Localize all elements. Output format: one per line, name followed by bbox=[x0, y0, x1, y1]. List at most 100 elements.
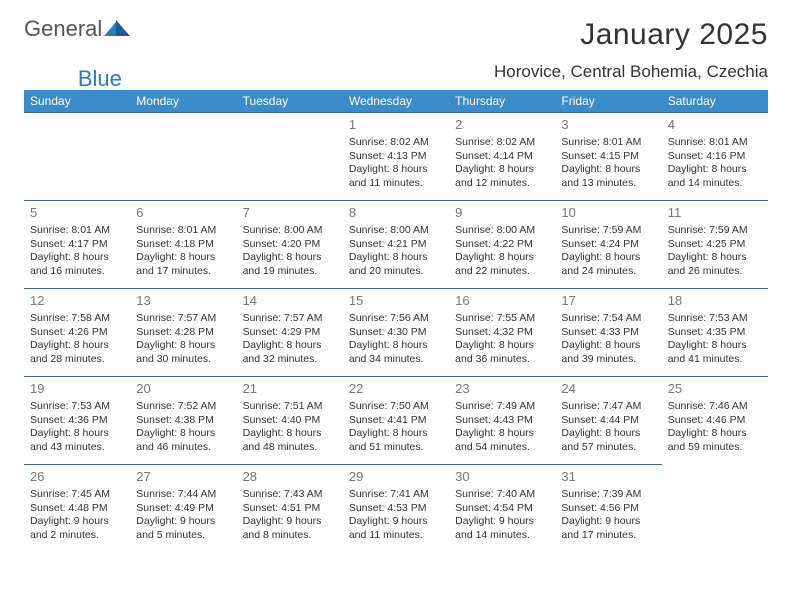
brand-logo: General bbox=[24, 18, 130, 40]
daylight-line: Daylight: 8 hours and 17 minutes. bbox=[136, 251, 230, 278]
sunset-line: Sunset: 4:56 PM bbox=[561, 502, 655, 516]
day-number: 15 bbox=[349, 293, 443, 310]
day-number: 25 bbox=[668, 381, 762, 398]
day-number: 3 bbox=[561, 117, 655, 134]
day-number: 14 bbox=[243, 293, 337, 310]
daylight-line: Daylight: 8 hours and 41 minutes. bbox=[668, 339, 762, 366]
day-number: 24 bbox=[561, 381, 655, 398]
day-number: 11 bbox=[668, 205, 762, 222]
day-number: 1 bbox=[349, 117, 443, 134]
day-cell: 16Sunrise: 7:55 AMSunset: 4:32 PMDayligh… bbox=[449, 288, 555, 376]
day-cell: 31Sunrise: 7:39 AMSunset: 4:56 PMDayligh… bbox=[555, 464, 661, 552]
daylight-line: Daylight: 8 hours and 54 minutes. bbox=[455, 427, 549, 454]
brand-logo-line2: Gene Blue bbox=[24, 68, 122, 90]
daylight-line: Daylight: 9 hours and 5 minutes. bbox=[136, 515, 230, 542]
sunset-line: Sunset: 4:32 PM bbox=[455, 326, 549, 340]
day-cell: 7Sunrise: 8:00 AMSunset: 4:20 PMDaylight… bbox=[237, 200, 343, 288]
sunset-line: Sunset: 4:13 PM bbox=[349, 150, 443, 164]
daylight-line: Daylight: 9 hours and 14 minutes. bbox=[455, 515, 549, 542]
dayhead-thursday: Thursday bbox=[449, 90, 555, 112]
sunset-line: Sunset: 4:53 PM bbox=[349, 502, 443, 516]
sunset-line: Sunset: 4:49 PM bbox=[136, 502, 230, 516]
sunrise-line: Sunrise: 7:49 AM bbox=[455, 400, 549, 414]
sunrise-line: Sunrise: 7:52 AM bbox=[136, 400, 230, 414]
daylight-line: Daylight: 8 hours and 43 minutes. bbox=[30, 427, 124, 454]
daylight-line: Daylight: 8 hours and 39 minutes. bbox=[561, 339, 655, 366]
day-cell: 28Sunrise: 7:43 AMSunset: 4:51 PMDayligh… bbox=[237, 464, 343, 552]
sunrise-line: Sunrise: 7:44 AM bbox=[136, 488, 230, 502]
day-cell: 6Sunrise: 8:01 AMSunset: 4:18 PMDaylight… bbox=[130, 200, 236, 288]
daylight-line: Daylight: 8 hours and 48 minutes. bbox=[243, 427, 337, 454]
day-number: 5 bbox=[30, 205, 124, 222]
sunset-line: Sunset: 4:46 PM bbox=[668, 414, 762, 428]
day-cell: 13Sunrise: 7:57 AMSunset: 4:28 PMDayligh… bbox=[130, 288, 236, 376]
sunset-line: Sunset: 4:44 PM bbox=[561, 414, 655, 428]
day-number: 31 bbox=[561, 469, 655, 486]
day-cell: 2Sunrise: 8:02 AMSunset: 4:14 PMDaylight… bbox=[449, 112, 555, 200]
day-number: 18 bbox=[668, 293, 762, 310]
location-subtitle: Horovice, Central Bohemia, Czechia bbox=[494, 62, 768, 82]
sunrise-line: Sunrise: 7:40 AM bbox=[455, 488, 549, 502]
day-number: 6 bbox=[136, 205, 230, 222]
sunset-line: Sunset: 4:14 PM bbox=[455, 150, 549, 164]
empty-cell bbox=[237, 112, 343, 200]
sunset-line: Sunset: 4:15 PM bbox=[561, 150, 655, 164]
day-cell: 26Sunrise: 7:45 AMSunset: 4:48 PMDayligh… bbox=[24, 464, 130, 552]
header: General January 2025 bbox=[24, 18, 768, 52]
empty-cell bbox=[24, 112, 130, 200]
daylight-line: Daylight: 8 hours and 22 minutes. bbox=[455, 251, 549, 278]
day-cell: 12Sunrise: 7:58 AMSunset: 4:26 PMDayligh… bbox=[24, 288, 130, 376]
sunrise-line: Sunrise: 7:56 AM bbox=[349, 312, 443, 326]
sunrise-line: Sunrise: 8:01 AM bbox=[668, 136, 762, 150]
daylight-line: Daylight: 8 hours and 14 minutes. bbox=[668, 163, 762, 190]
sunrise-line: Sunrise: 8:02 AM bbox=[455, 136, 549, 150]
dayhead-wednesday: Wednesday bbox=[343, 90, 449, 112]
day-number: 10 bbox=[561, 205, 655, 222]
sunrise-line: Sunrise: 7:45 AM bbox=[30, 488, 124, 502]
day-cell: 30Sunrise: 7:40 AMSunset: 4:54 PMDayligh… bbox=[449, 464, 555, 552]
sunset-line: Sunset: 4:26 PM bbox=[30, 326, 124, 340]
brand-text-1: General bbox=[24, 18, 102, 40]
daylight-line: Daylight: 8 hours and 32 minutes. bbox=[243, 339, 337, 366]
sunset-line: Sunset: 4:33 PM bbox=[561, 326, 655, 340]
sunset-line: Sunset: 4:48 PM bbox=[30, 502, 124, 516]
day-number: 23 bbox=[455, 381, 549, 398]
day-number: 17 bbox=[561, 293, 655, 310]
day-cell: 11Sunrise: 7:59 AMSunset: 4:25 PMDayligh… bbox=[662, 200, 768, 288]
sunset-line: Sunset: 4:51 PM bbox=[243, 502, 337, 516]
daylight-line: Daylight: 9 hours and 8 minutes. bbox=[243, 515, 337, 542]
empty-cell bbox=[130, 112, 236, 200]
day-cell: 20Sunrise: 7:52 AMSunset: 4:38 PMDayligh… bbox=[130, 376, 236, 464]
day-cell: 14Sunrise: 7:57 AMSunset: 4:29 PMDayligh… bbox=[237, 288, 343, 376]
daylight-line: Daylight: 8 hours and 16 minutes. bbox=[30, 251, 124, 278]
day-number: 28 bbox=[243, 469, 337, 486]
dayhead-saturday: Saturday bbox=[662, 90, 768, 112]
dayhead-sunday: Sunday bbox=[24, 90, 130, 112]
daylight-line: Daylight: 8 hours and 19 minutes. bbox=[243, 251, 337, 278]
day-number: 21 bbox=[243, 381, 337, 398]
day-number: 7 bbox=[243, 205, 337, 222]
dayhead-tuesday: Tuesday bbox=[237, 90, 343, 112]
day-cell: 9Sunrise: 8:00 AMSunset: 4:22 PMDaylight… bbox=[449, 200, 555, 288]
day-cell: 18Sunrise: 7:53 AMSunset: 4:35 PMDayligh… bbox=[662, 288, 768, 376]
sunset-line: Sunset: 4:21 PM bbox=[349, 238, 443, 252]
dayhead-friday: Friday bbox=[555, 90, 661, 112]
daylight-line: Daylight: 8 hours and 30 minutes. bbox=[136, 339, 230, 366]
day-number: 12 bbox=[30, 293, 124, 310]
sunrise-line: Sunrise: 7:54 AM bbox=[561, 312, 655, 326]
daylight-line: Daylight: 8 hours and 51 minutes. bbox=[349, 427, 443, 454]
day-number: 27 bbox=[136, 469, 230, 486]
sunrise-line: Sunrise: 8:01 AM bbox=[136, 224, 230, 238]
sunrise-line: Sunrise: 7:46 AM bbox=[668, 400, 762, 414]
sunset-line: Sunset: 4:20 PM bbox=[243, 238, 337, 252]
day-cell: 19Sunrise: 7:53 AMSunset: 4:36 PMDayligh… bbox=[24, 376, 130, 464]
sunset-line: Sunset: 4:41 PM bbox=[349, 414, 443, 428]
daylight-line: Daylight: 8 hours and 34 minutes. bbox=[349, 339, 443, 366]
sunrise-line: Sunrise: 7:55 AM bbox=[455, 312, 549, 326]
sunset-line: Sunset: 4:25 PM bbox=[668, 238, 762, 252]
sunset-line: Sunset: 4:28 PM bbox=[136, 326, 230, 340]
sunset-line: Sunset: 4:38 PM bbox=[136, 414, 230, 428]
day-number: 16 bbox=[455, 293, 549, 310]
daylight-line: Daylight: 9 hours and 17 minutes. bbox=[561, 515, 655, 542]
day-cell: 15Sunrise: 7:56 AMSunset: 4:30 PMDayligh… bbox=[343, 288, 449, 376]
